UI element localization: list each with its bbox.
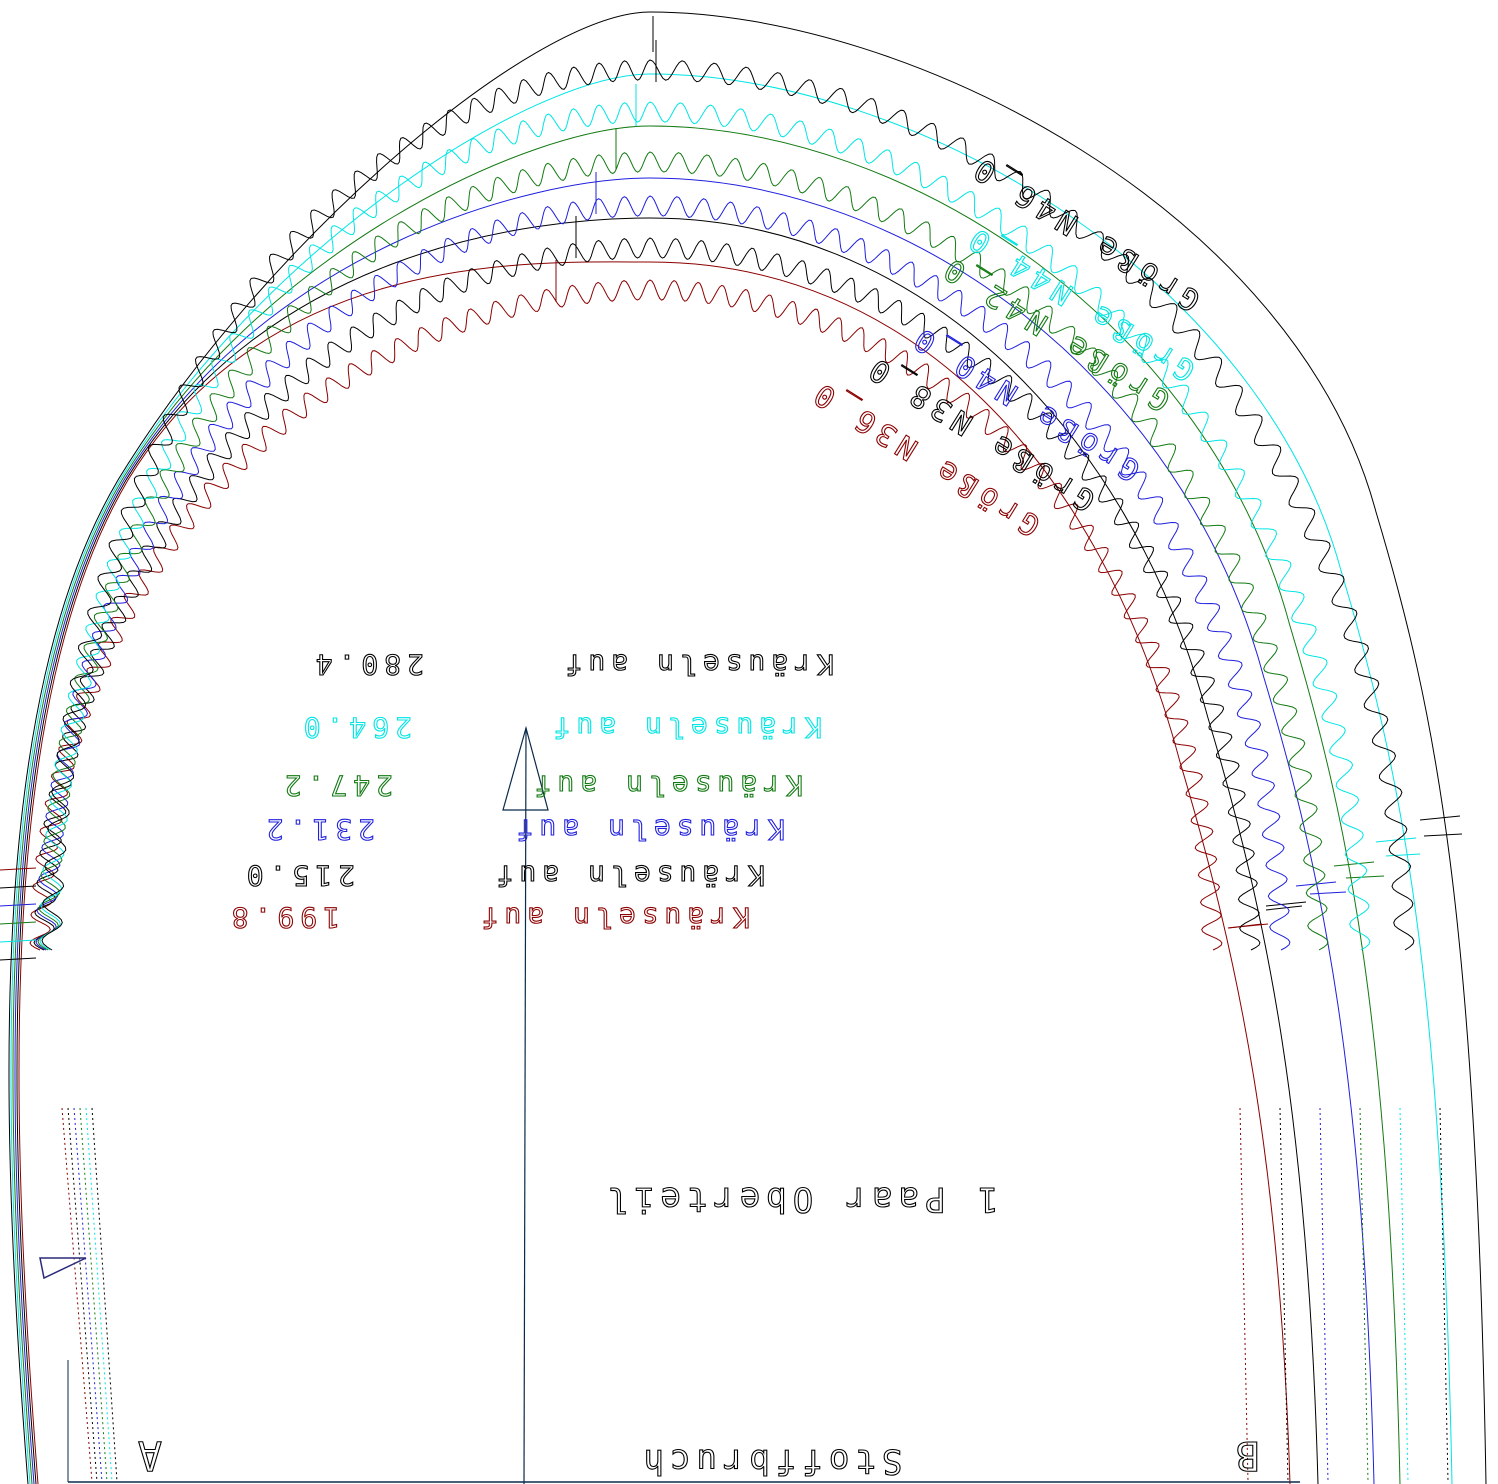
arch-outline-5 [8, 11, 1487, 1484]
pattern-title: 1 Paar Oberteil [601, 1179, 998, 1219]
gather-value-4: 264.0 [298, 711, 412, 744]
grain-arrow-icon [502, 725, 549, 811]
arch-outlines [8, 11, 1487, 1484]
right-notch-5 [1423, 833, 1463, 837]
seam-dots-right-1 [1279, 1107, 1289, 1483]
notch-tick-left-5 [0, 957, 37, 961]
gather-labels: Kräuseln auf 199.8 Kräuseln auf 215.0 Kräuse… [225, 647, 834, 934]
notch-tick-left-3 [0, 921, 37, 925]
gather-value-5: 280.4 [310, 648, 424, 681]
seam-dots-right-5 [1439, 1107, 1449, 1483]
seam-dots-left-0 [61, 1107, 93, 1483]
gather-text-5: Kräuseln auf [560, 648, 834, 681]
notch-tick-right-1 [1265, 901, 1307, 907]
gather-wave-2 [35, 195, 1291, 951]
arch-outline-1 [16, 217, 1319, 1484]
seam-dots-left-3 [79, 1107, 108, 1483]
gather-text-3: Kräuseln auf [529, 769, 803, 802]
gather-wave-0 [29, 279, 1223, 951]
gather-wave-5 [41, 59, 1415, 951]
gather-waves [0, 40, 1461, 961]
seam-dots-left-5 [91, 1107, 118, 1483]
notch-tick-left-4 [0, 939, 37, 943]
fold-label: Stoffbruch [638, 1441, 903, 1481]
gather-wave-1 [33, 237, 1261, 951]
right-notch-3 [1345, 875, 1385, 879]
gather-wave-3 [37, 151, 1329, 951]
gather-value-0: 199.8 [226, 901, 340, 934]
gather-value-1: 215.0 [241, 859, 355, 892]
point-a-label: A [138, 1432, 162, 1478]
notch-tick-left-2 [0, 903, 37, 907]
seam-dots-left-2 [73, 1107, 103, 1483]
right-notch-4 [1385, 853, 1421, 857]
notch-tick-left-1 [0, 885, 37, 889]
seam-dots-right-4 [1399, 1107, 1409, 1483]
gather-text-4: Kräuseln auf [548, 711, 822, 744]
notch-triangle-icon [39, 1257, 87, 1280]
notch-tick-right-3 [1333, 861, 1375, 867]
gather-text-0: Kräuseln auf [476, 901, 750, 934]
seam-dots-right-0 [1239, 1107, 1249, 1483]
notch-tick-right-5 [1419, 815, 1461, 821]
arch-outline-3 [12, 125, 1401, 1484]
seam-dots-right-2 [1319, 1107, 1329, 1483]
gather-wave-4 [39, 101, 1371, 951]
point-b-label: B [1236, 1432, 1260, 1478]
notch-tick-right-0 [1227, 923, 1269, 929]
gather-value-2: 231.2 [261, 813, 375, 846]
gather-text-2: Kräuseln auf [511, 813, 785, 846]
seam-dots-left-1 [67, 1107, 98, 1483]
arch-outline-4 [10, 73, 1453, 1484]
seam-dots-left-4 [85, 1107, 113, 1483]
grain-line [523, 727, 527, 1484]
seam-dots-right-3 [1359, 1107, 1369, 1483]
gather-value-3: 247.2 [279, 769, 393, 802]
arch-outline-0 [18, 261, 1291, 1484]
notch-tick-right-4 [1375, 837, 1417, 843]
seam-dotted-lines [61, 1107, 1449, 1483]
gather-text-1: Kräuseln auf [491, 859, 765, 892]
right-notch-1 [1265, 905, 1303, 911]
right-notch-2 [1309, 891, 1347, 895]
notch-tick-left-0 [0, 867, 37, 871]
